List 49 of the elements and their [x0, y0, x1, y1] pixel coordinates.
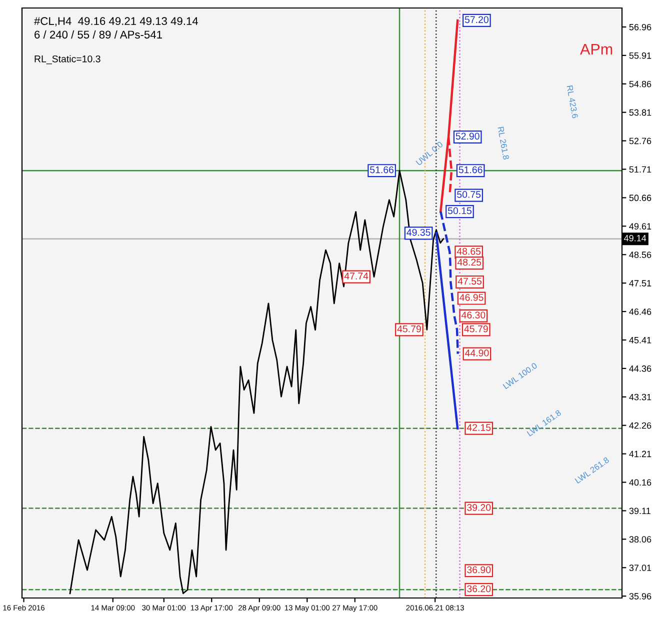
annotation: RL 423.6 — [566, 85, 578, 118]
y-tick-label: 42.26 — [629, 422, 652, 429]
y-tick-label: 52.76 — [629, 138, 652, 144]
annotation: 46.30 — [462, 312, 486, 318]
annotation: 50.15 — [448, 207, 472, 214]
annotation: RL 261.8 — [498, 126, 510, 160]
y-tick-label: 44.36 — [629, 365, 652, 372]
annotation: 48.25 — [457, 258, 482, 266]
y-tick-label: 50.66 — [629, 194, 652, 202]
annotation: 36.20 — [467, 585, 491, 592]
annotation: 45.79 — [464, 325, 488, 332]
annotation: 51.66 — [370, 166, 394, 174]
annotation: 39.20 — [467, 504, 491, 511]
y-tick-label: 35.96 — [629, 593, 652, 600]
annotation: 49.35 — [406, 228, 430, 236]
y-tick-label: 41.21 — [629, 450, 652, 458]
y-tick-label: 48.56 — [629, 252, 652, 258]
annotation: 42.15 — [466, 424, 491, 431]
ref-line-label: 49.14 — [624, 234, 646, 242]
annotation: 47.55 — [458, 278, 482, 285]
y-tick-label: 37.01 — [629, 564, 652, 572]
y-tick-label: 46.46 — [629, 308, 652, 315]
y-tick-label: 49.61 — [629, 223, 652, 230]
annotation: 52.90 — [456, 132, 480, 140]
annotation: 36.90 — [467, 566, 491, 574]
annotation: 57.20 — [464, 16, 488, 24]
annotation: 44.90 — [465, 350, 489, 356]
y-tick-label: 56.96 — [629, 24, 652, 30]
y-tick-label: 45.41 — [629, 337, 652, 344]
y-tick-label: 47.51 — [629, 280, 652, 286]
y-tick-label: 54.86 — [629, 80, 652, 88]
annotation: 47.74 — [344, 272, 368, 280]
y-tick-label: 55.91 — [629, 52, 652, 59]
y-tick-label: 38.06 — [629, 536, 652, 543]
annotation: UWL 0.0 — [416, 141, 444, 166]
annotation: 45.79 — [397, 325, 421, 332]
y-tick-label: 51.71 — [629, 166, 652, 173]
annotation: 6 / 240 / 55 / 89 / APs-541 — [34, 30, 162, 39]
y-tick-label: 40.16 — [629, 479, 652, 486]
annotation: APm — [580, 44, 612, 54]
annotation: #CL,H4 49.16 49.21 49.13 49.14 — [34, 17, 198, 26]
annotation: 51.66 — [458, 166, 482, 174]
annotation: 50.75 — [457, 190, 481, 198]
y-tick-label: 43.31 — [629, 394, 652, 400]
y-tick-label: 39.11 — [629, 508, 650, 514]
y-tick-label: 53.81 — [629, 109, 652, 116]
annotation: RL_Static=10.3 — [34, 55, 100, 64]
annotation: 46.95 — [460, 294, 484, 301]
annotation: 48.65 — [456, 248, 481, 255]
